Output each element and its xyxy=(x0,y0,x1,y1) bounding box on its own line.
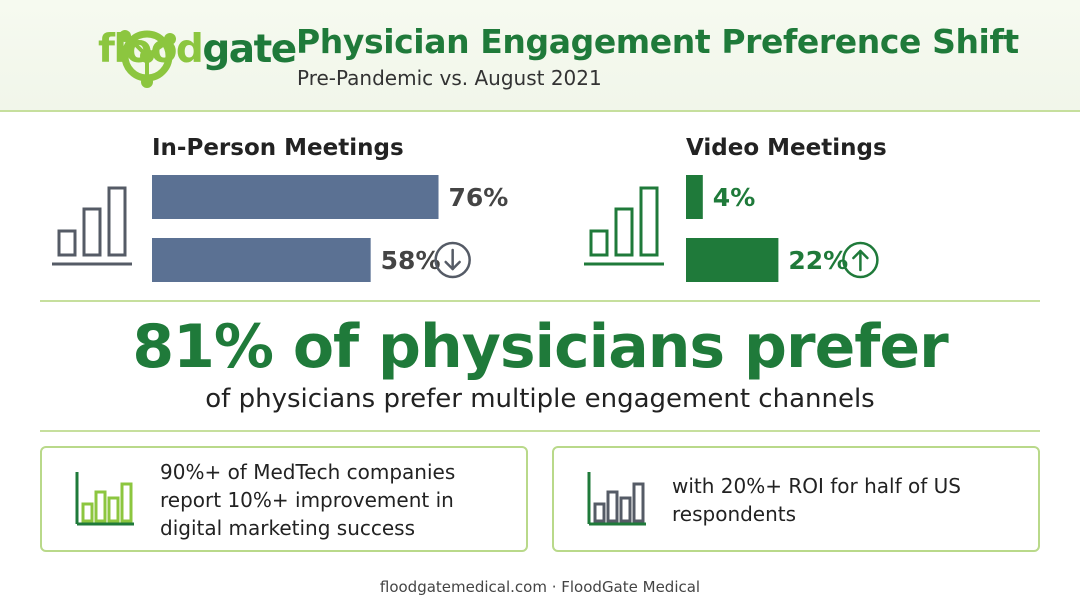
bar-chart-icon xyxy=(587,472,646,526)
headline-stat: 81% of physicians prefer xyxy=(132,312,948,382)
bar-1 xyxy=(152,238,371,282)
bar-chart-icon xyxy=(75,472,134,526)
arrow-down-circle-icon xyxy=(434,241,471,279)
data-label-0: 76% xyxy=(449,183,509,212)
data-label-0: 4% xyxy=(713,183,755,212)
card-text-medtech: 90%+ of MedTech companies report 10%+ im… xyxy=(160,460,456,540)
divider-top xyxy=(40,300,1040,302)
page-subtitle: Pre-Pandemic vs. August 2021 xyxy=(297,66,602,90)
logo-text-part1: flood xyxy=(98,27,204,72)
divider-bottom xyxy=(40,430,1040,432)
card-text-roi: with 20%+ ROI for half of US respondents xyxy=(672,474,961,526)
chart-video-meetings: 4% 22% xyxy=(686,175,879,282)
chart-title-video: Video Meetings xyxy=(686,135,887,161)
bar-0 xyxy=(152,175,439,219)
bar-0 xyxy=(686,175,703,219)
stat-card-medtech: 90%+ of MedTech companies report 10%+ im… xyxy=(40,446,528,552)
chart-in-person-meetings: 76% 58% xyxy=(152,175,509,282)
arrow-up-circle-icon xyxy=(842,241,879,279)
chart-title-in-person: In-Person Meetings xyxy=(152,135,404,161)
network-node-icon xyxy=(119,30,176,88)
data-label-1: 58% xyxy=(381,246,441,275)
logo-wordmark: floodgate xyxy=(98,27,297,72)
headline-description: of physicians prefer multiple engagement… xyxy=(205,384,875,414)
bar-1 xyxy=(686,238,779,282)
data-label-1: 22% xyxy=(788,246,848,275)
bar-chart-icon xyxy=(584,186,664,266)
header: floodgate Physician Engagement Preferenc… xyxy=(0,0,1080,112)
page-title: Physician Engagement Preference Shift xyxy=(296,22,1019,61)
bar-chart-icon xyxy=(52,186,132,266)
logo-text-part2: gate xyxy=(202,27,297,72)
footer-source: floodgatemedical.com · FloodGate Medical xyxy=(379,578,701,596)
stat-card-roi: with 20%+ ROI for half of US respondents xyxy=(552,446,1040,552)
